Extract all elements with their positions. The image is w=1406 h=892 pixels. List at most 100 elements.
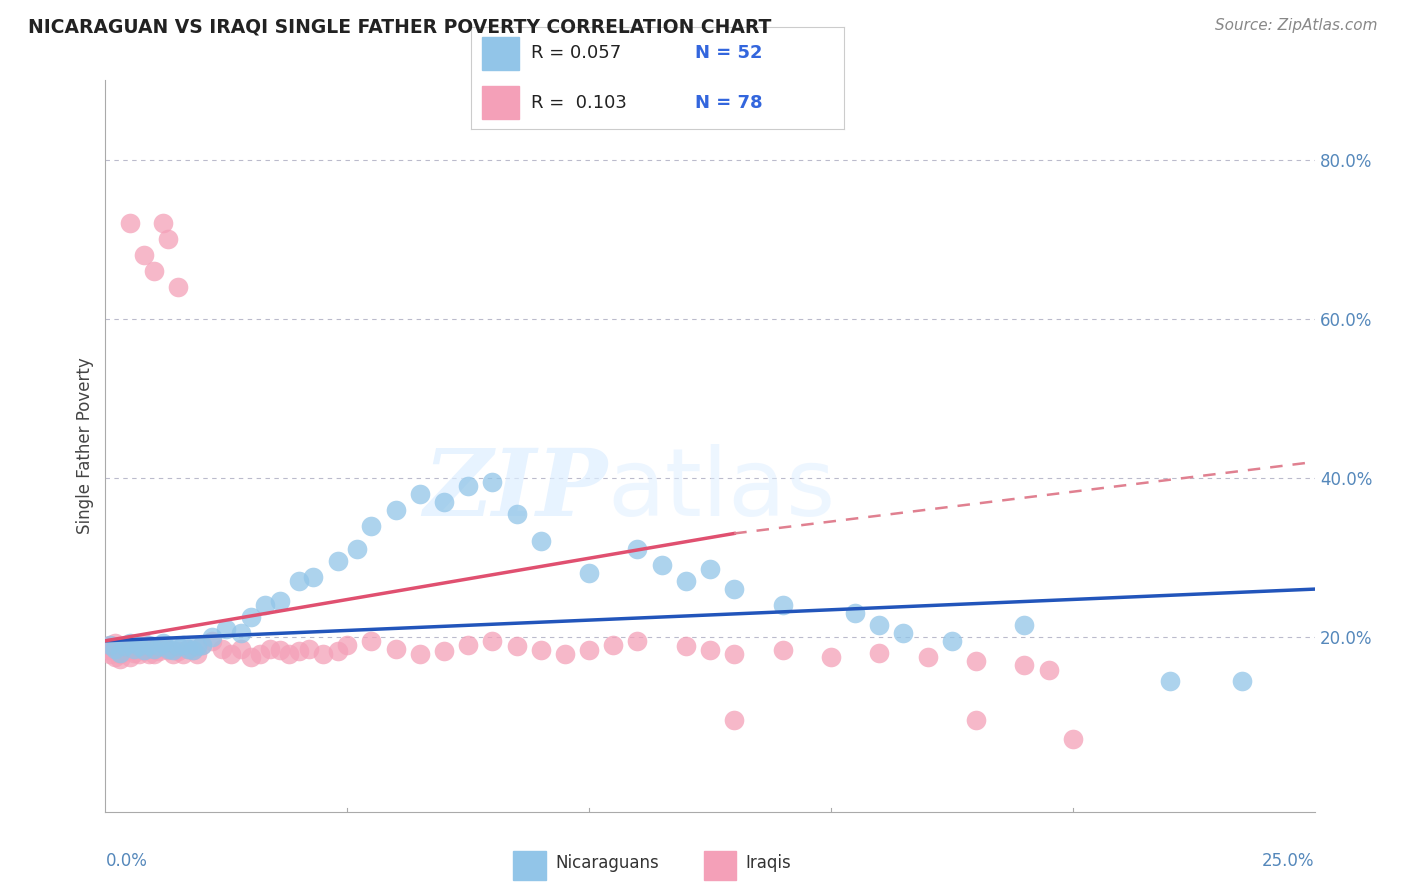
Point xyxy=(186,640,208,654)
Point xyxy=(269,643,291,657)
Point xyxy=(118,638,141,652)
Point xyxy=(360,518,382,533)
Point xyxy=(269,594,291,608)
Point xyxy=(651,558,673,573)
Point xyxy=(302,570,325,584)
Point xyxy=(219,648,242,662)
Point xyxy=(326,644,349,658)
Point xyxy=(124,640,146,654)
Point xyxy=(138,638,160,652)
Point xyxy=(312,648,335,662)
Point xyxy=(1038,663,1060,677)
Point xyxy=(229,641,252,656)
Point xyxy=(278,648,301,662)
Point xyxy=(530,643,553,657)
Point xyxy=(259,641,281,656)
Text: R = 0.057: R = 0.057 xyxy=(530,45,621,62)
Point xyxy=(172,648,194,662)
Point xyxy=(578,566,600,581)
Point xyxy=(1159,673,1181,688)
Text: Iraqis: Iraqis xyxy=(745,854,792,872)
Point xyxy=(191,638,214,652)
Point xyxy=(384,502,406,516)
Point xyxy=(128,640,150,654)
Point xyxy=(98,648,121,662)
Point xyxy=(602,638,624,652)
Point xyxy=(699,643,721,657)
Y-axis label: Single Father Poverty: Single Father Poverty xyxy=(76,358,94,534)
Point xyxy=(941,633,963,648)
Point xyxy=(481,633,503,648)
Point xyxy=(108,652,131,666)
Point xyxy=(142,648,165,662)
Point xyxy=(249,648,271,662)
Point xyxy=(118,216,141,230)
Point xyxy=(98,638,121,652)
Point xyxy=(157,641,180,656)
Point xyxy=(481,475,503,489)
Point xyxy=(505,640,527,654)
Text: NICARAGUAN VS IRAQI SINGLE FATHER POVERTY CORRELATION CHART: NICARAGUAN VS IRAQI SINGLE FATHER POVERT… xyxy=(28,18,772,37)
Point xyxy=(167,640,190,654)
Point xyxy=(142,641,165,656)
Point xyxy=(181,643,204,657)
Point xyxy=(142,641,165,656)
Point xyxy=(326,554,349,568)
Point xyxy=(917,649,939,664)
Point xyxy=(124,641,146,656)
Point xyxy=(844,606,866,620)
Point xyxy=(699,562,721,576)
Point xyxy=(893,625,915,640)
Point xyxy=(965,654,987,668)
Point xyxy=(626,633,648,648)
Point xyxy=(409,486,432,500)
Point xyxy=(965,714,987,728)
Point xyxy=(201,630,224,644)
Point xyxy=(820,649,842,664)
Point xyxy=(118,643,141,657)
Point xyxy=(211,641,233,656)
Point xyxy=(239,610,262,624)
Point xyxy=(626,542,648,557)
Bar xyxy=(513,851,547,880)
Point xyxy=(157,232,180,246)
Point xyxy=(118,649,141,664)
Point xyxy=(433,494,456,508)
Point xyxy=(176,641,198,656)
Point xyxy=(578,643,600,657)
Point xyxy=(108,646,131,660)
Bar xyxy=(482,37,519,70)
Point xyxy=(128,641,150,656)
Point xyxy=(98,643,121,657)
Point xyxy=(675,640,697,654)
Point xyxy=(409,648,432,662)
Point xyxy=(181,643,204,657)
Point xyxy=(176,641,198,656)
Point xyxy=(134,248,156,262)
Point xyxy=(239,649,262,664)
Point xyxy=(254,598,277,612)
Point xyxy=(124,646,146,660)
Point xyxy=(162,648,184,662)
Point xyxy=(114,644,136,658)
Text: Source: ZipAtlas.com: Source: ZipAtlas.com xyxy=(1215,18,1378,33)
Point xyxy=(1230,673,1253,688)
Bar xyxy=(482,87,519,119)
Point xyxy=(336,638,359,652)
Point xyxy=(134,636,156,650)
Text: atlas: atlas xyxy=(607,444,835,536)
Point xyxy=(868,646,890,660)
Bar xyxy=(703,851,737,880)
Text: ZIP: ZIP xyxy=(423,445,607,535)
Point xyxy=(114,640,136,654)
Point xyxy=(360,633,382,648)
Point xyxy=(148,644,170,658)
Point xyxy=(134,643,156,657)
Point xyxy=(172,638,194,652)
Text: Nicaraguans: Nicaraguans xyxy=(555,854,659,872)
Point xyxy=(288,644,311,658)
Point xyxy=(1014,657,1036,672)
Point xyxy=(433,644,456,658)
Point xyxy=(772,598,794,612)
Point xyxy=(530,534,553,549)
